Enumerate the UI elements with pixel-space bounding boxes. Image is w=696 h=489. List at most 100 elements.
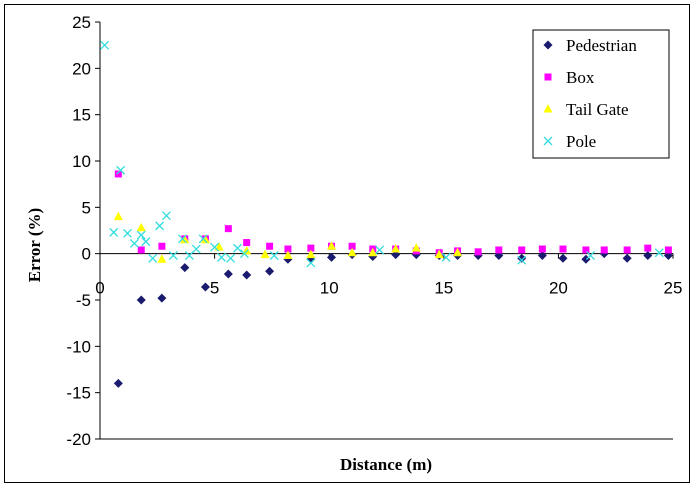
- box-point: [137, 246, 145, 254]
- x-marker-stroke: [109, 227, 119, 237]
- box-point: [623, 246, 631, 254]
- x-axis-title: Distance (m): [340, 455, 432, 474]
- pole-point: [269, 251, 279, 260]
- box-point: [600, 246, 608, 254]
- pole-point: [191, 244, 201, 254]
- tail-gate-point: [136, 222, 146, 232]
- tail-gate-point: [242, 245, 252, 255]
- x-tick-label: 0: [95, 279, 104, 298]
- pedestrian-point: [136, 295, 146, 305]
- box-point: [114, 170, 122, 178]
- box-point: [307, 244, 315, 252]
- x-marker-stroke: [210, 242, 220, 252]
- pedestrian-point: [643, 251, 653, 261]
- y-tick-label: 20: [72, 59, 91, 78]
- pole-point: [148, 253, 158, 263]
- x-marker-stroke: [141, 237, 151, 247]
- pedestrian-point: [283, 254, 293, 264]
- legend-marker-pedestrian: [543, 40, 553, 50]
- box-point: [266, 242, 274, 250]
- legend-label-pole: Pole: [566, 132, 596, 151]
- box-point: [474, 248, 482, 256]
- pole-point: [210, 242, 220, 252]
- series-box: [114, 170, 672, 257]
- box-point: [582, 246, 590, 254]
- box-point: [495, 246, 503, 254]
- pole-point: [441, 252, 451, 262]
- y-tick-label: -5: [76, 291, 91, 310]
- y-tick-label: 25: [72, 13, 91, 32]
- legend-label-tail-gate: Tail Gate: [566, 100, 629, 119]
- pedestrian-point: [242, 270, 252, 280]
- legend-marker-pole: [543, 136, 553, 146]
- legend-marker-tail-gate: [543, 104, 553, 113]
- pole-point: [100, 40, 110, 50]
- x-marker-stroke: [184, 251, 194, 260]
- series-pole: [100, 40, 664, 268]
- x-tick-label: 20: [549, 279, 568, 298]
- x-marker-stroke: [100, 40, 110, 50]
- x-marker-stroke: [543, 136, 553, 146]
- box-point: [348, 242, 356, 250]
- x-marker-stroke: [306, 258, 316, 268]
- tail-gate-point: [260, 249, 270, 259]
- pole-point: [109, 227, 119, 237]
- tail-gate-point: [283, 250, 293, 260]
- tail-gate-point: [326, 241, 336, 250]
- pole-point: [116, 165, 126, 175]
- x-marker-stroke: [441, 252, 451, 262]
- x-marker-stroke: [191, 244, 201, 254]
- pole-point: [586, 251, 595, 260]
- box-point: [518, 246, 526, 254]
- y-tick-label: 5: [82, 198, 91, 217]
- tail-gate-point: [214, 242, 224, 251]
- x-marker-stroke: [233, 243, 242, 253]
- pole-point: [306, 258, 316, 268]
- pole-point: [129, 239, 139, 248]
- tail-gate-point: [411, 243, 421, 252]
- box-point: [158, 242, 166, 250]
- pedestrian-point: [537, 251, 547, 261]
- pole-point: [178, 234, 187, 244]
- tail-gate-point: [200, 234, 210, 244]
- y-tick-label: -20: [66, 430, 91, 449]
- x-marker-stroke: [168, 251, 178, 260]
- pole-point: [141, 237, 151, 247]
- x-marker-stroke: [239, 249, 249, 259]
- x-tick-label: 10: [320, 279, 339, 298]
- tail-gate-point: [157, 254, 167, 263]
- x-marker-stroke: [155, 221, 165, 231]
- tail-gate-point: [113, 211, 123, 221]
- tail-gate-point: [391, 244, 401, 253]
- x-tick-label: 5: [210, 279, 219, 298]
- box-point: [538, 245, 546, 253]
- x-marker-stroke: [123, 228, 132, 238]
- pedestrian-point: [157, 293, 167, 303]
- pedestrian-point: [622, 253, 632, 263]
- pole-point: [226, 253, 236, 263]
- x-marker-stroke: [162, 211, 171, 221]
- box-point: [664, 246, 672, 254]
- legend: Pedestrian Box Tail Gate Pole: [532, 29, 670, 159]
- pole-point: [654, 248, 664, 258]
- pole-point: [233, 243, 242, 253]
- tail-gate-point: [347, 247, 357, 257]
- box-point: [284, 245, 292, 253]
- tail-gate-point: [368, 247, 378, 257]
- x-marker-stroke: [226, 253, 236, 263]
- pole-point: [375, 245, 385, 255]
- box-point: [559, 245, 567, 253]
- pole-point: [217, 252, 226, 262]
- tail-gate-point: [180, 234, 190, 244]
- legend-marker-box: [544, 73, 552, 81]
- pedestrian-point: [223, 269, 233, 279]
- x-marker-stroke: [136, 230, 146, 240]
- y-tick-label: -15: [66, 384, 91, 403]
- pole-point: [239, 249, 249, 259]
- y-tick-label: 15: [72, 106, 91, 125]
- legend-box: [532, 29, 670, 159]
- x-marker-stroke: [116, 165, 126, 175]
- tail-gate-point: [306, 249, 316, 259]
- axes: [95, 21, 674, 440]
